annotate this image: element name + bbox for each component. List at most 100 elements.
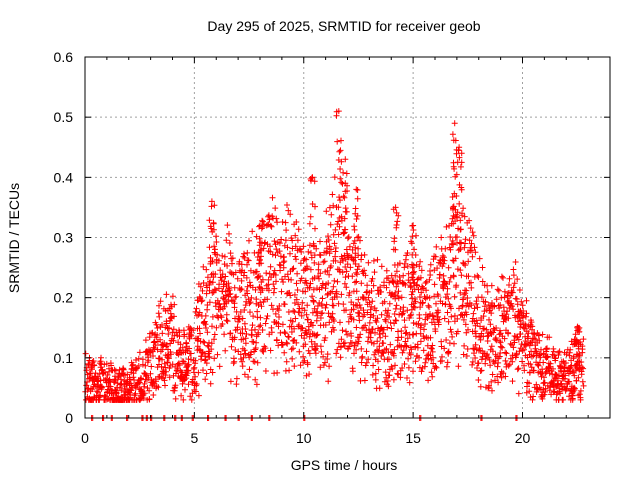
data-point	[286, 367, 293, 374]
data-point	[521, 346, 527, 353]
data-point	[387, 341, 394, 348]
data-point	[288, 329, 295, 335]
data-point	[203, 360, 210, 367]
data-point	[165, 355, 172, 362]
data-point	[146, 387, 153, 394]
data-point	[326, 243, 333, 250]
data-point	[188, 396, 195, 403]
data-point	[310, 286, 317, 293]
data-point	[275, 320, 282, 327]
data-point	[210, 219, 217, 226]
data-point	[313, 245, 320, 252]
data-point	[331, 327, 337, 333]
data-point	[199, 297, 206, 304]
data-point	[164, 359, 171, 366]
data-point	[461, 213, 468, 220]
data-point	[299, 325, 306, 332]
data-point	[195, 369, 202, 376]
data-point	[233, 381, 240, 388]
data-point	[560, 396, 567, 403]
data-point	[502, 349, 509, 356]
data-point	[291, 363, 298, 370]
data-point	[244, 290, 251, 297]
data-point	[245, 374, 252, 380]
data-point	[276, 240, 283, 247]
data-point	[276, 248, 283, 255]
data-point	[513, 351, 520, 358]
data-point	[351, 226, 358, 233]
data-point	[171, 301, 178, 308]
data-point	[407, 351, 414, 358]
data-point	[452, 137, 459, 144]
data-point	[343, 170, 350, 177]
data-point	[315, 266, 322, 273]
data-point	[302, 288, 309, 295]
data-point	[439, 357, 445, 364]
data-point	[255, 329, 262, 336]
data-point	[401, 361, 408, 367]
data-point	[349, 273, 356, 280]
data-point	[319, 282, 326, 289]
data-point	[505, 362, 512, 369]
data-point	[462, 262, 469, 269]
data-point	[415, 286, 422, 293]
data-point	[472, 341, 479, 348]
data-point	[498, 273, 505, 280]
data-point	[335, 218, 342, 225]
data-point	[223, 237, 230, 244]
data-point	[530, 367, 537, 374]
data-point	[339, 327, 346, 334]
data-point	[577, 387, 584, 394]
data-point	[513, 296, 520, 302]
y-tick-label: 0.3	[54, 230, 74, 246]
data-point	[474, 304, 481, 311]
data-point	[506, 282, 512, 288]
data-point	[262, 320, 269, 327]
data-point	[356, 310, 363, 317]
data-point	[218, 274, 225, 281]
data-point	[471, 244, 478, 251]
data-point	[155, 384, 162, 391]
data-point	[279, 321, 286, 328]
data-point	[269, 194, 276, 201]
data-point	[224, 318, 231, 325]
data-point	[257, 322, 264, 329]
data-point	[580, 365, 587, 372]
data-point	[331, 174, 338, 181]
data-point	[242, 340, 249, 347]
y-axis-title: SRMTID / TECUs	[6, 183, 22, 293]
data-point	[430, 354, 436, 361]
data-point	[506, 275, 513, 282]
data-point	[254, 308, 261, 315]
data-point	[511, 280, 518, 287]
data-point	[317, 364, 324, 371]
data-point	[431, 281, 438, 288]
data-point	[555, 352, 562, 358]
data-point	[579, 346, 586, 353]
data-point	[245, 257, 252, 264]
data-point	[335, 108, 342, 115]
data-point	[168, 351, 174, 358]
data-point	[353, 346, 360, 353]
data-point	[343, 307, 349, 314]
data-point	[573, 377, 580, 384]
data-point	[339, 269, 346, 276]
data-point	[256, 323, 263, 330]
data-point	[140, 395, 147, 402]
data-point	[352, 261, 359, 267]
data-point	[344, 261, 351, 268]
data-point	[484, 351, 491, 358]
data-point	[311, 274, 318, 281]
data-point	[469, 253, 476, 260]
data-point	[458, 159, 465, 166]
data-point	[154, 325, 161, 331]
data-point	[204, 329, 211, 336]
data-point	[426, 304, 433, 311]
data-point	[351, 342, 358, 349]
data-point	[515, 318, 521, 325]
data-point	[309, 293, 316, 300]
data-point	[313, 309, 320, 316]
data-point	[352, 205, 359, 212]
data-point	[341, 215, 348, 222]
x-tick-label: 5	[190, 430, 198, 446]
